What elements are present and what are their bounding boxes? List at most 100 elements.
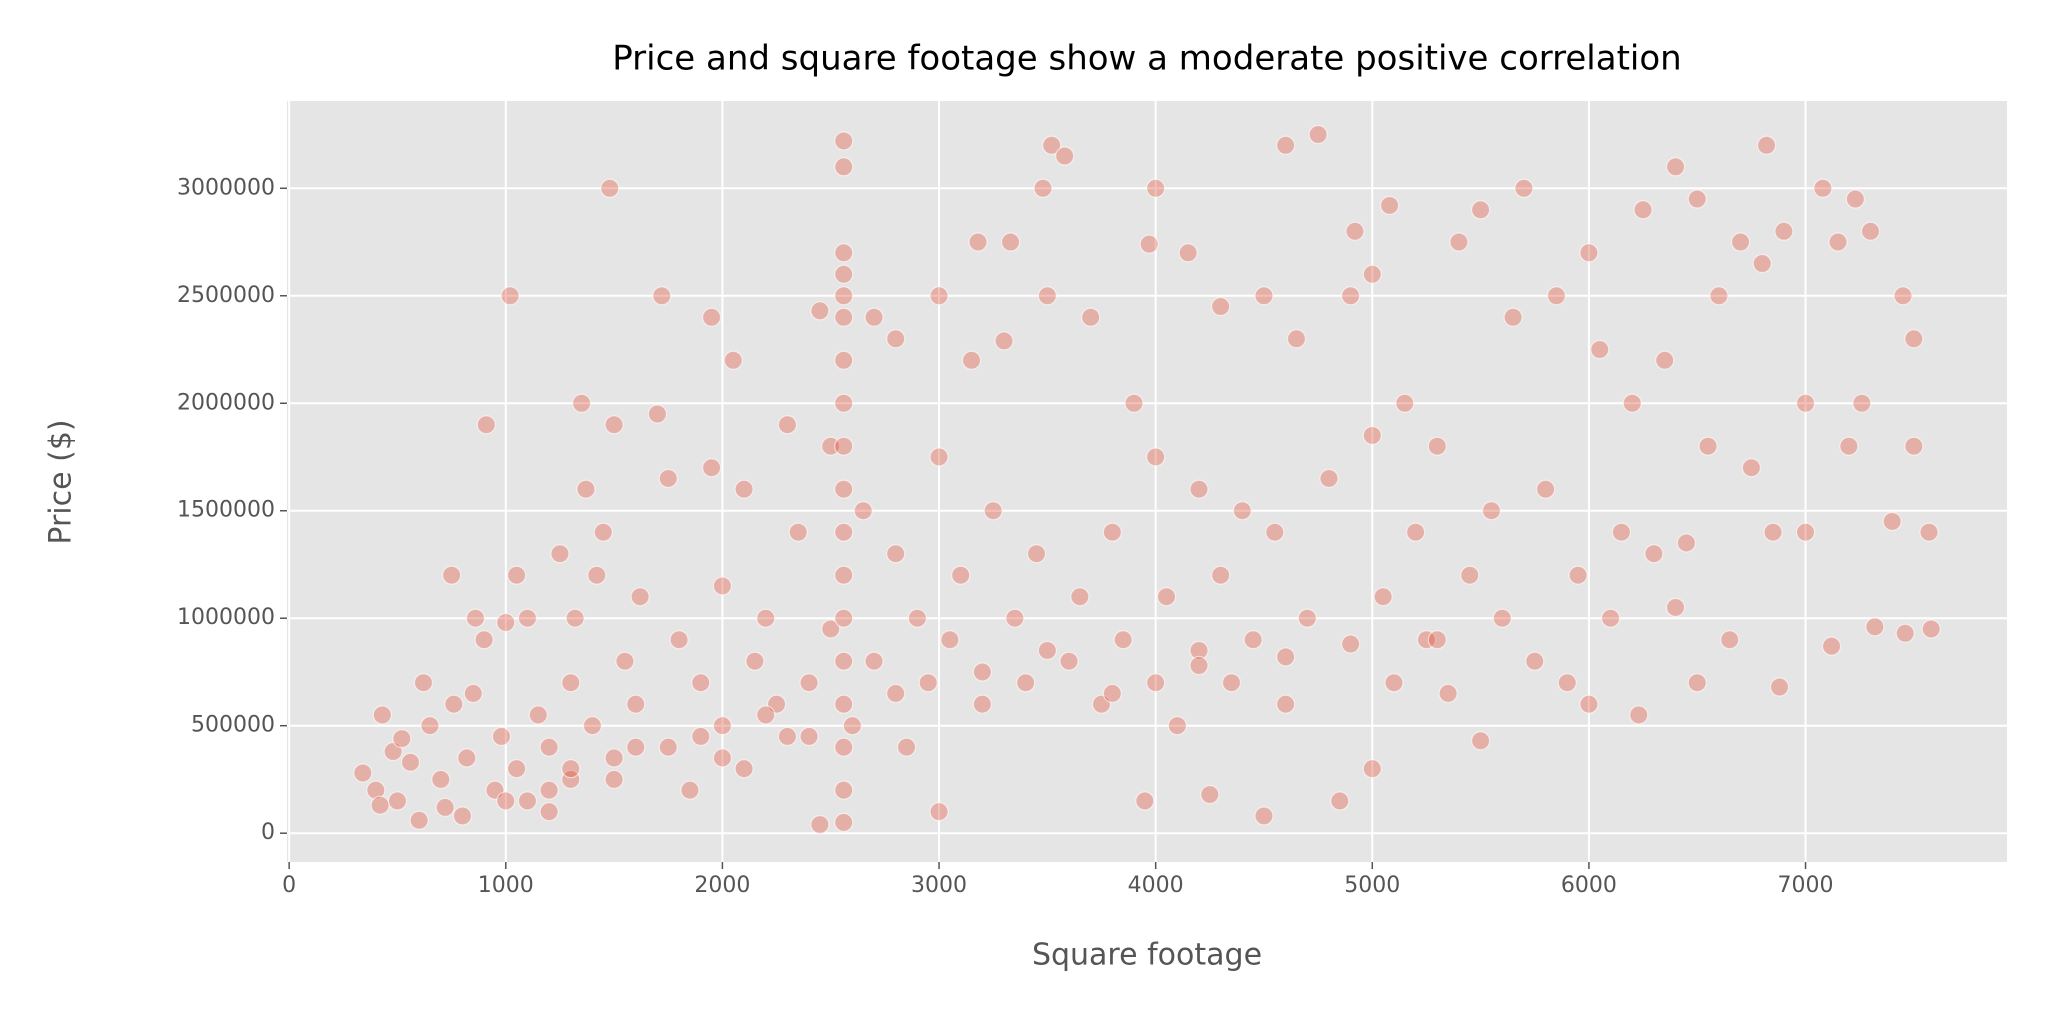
point [842,716,862,736]
point [604,769,624,790]
point [1395,393,1415,413]
point [507,759,527,779]
point [550,544,570,564]
point [604,748,624,768]
point [777,726,798,747]
point [1525,651,1545,671]
point [1676,533,1696,553]
x-tick-label: 3000 [911,873,967,898]
point [1373,587,1393,607]
point [353,763,373,783]
point [918,673,938,693]
point [834,243,854,263]
point [1037,286,1057,306]
point [834,812,854,833]
point [465,608,486,628]
point [1579,243,1599,263]
point [1380,195,1400,216]
point [1189,655,1209,676]
point [669,630,689,650]
point [1763,522,1783,542]
point [387,791,408,811]
point [1319,468,1339,489]
point [951,565,971,585]
point [1698,436,1718,456]
point [777,415,798,435]
point [1146,673,1166,693]
point [1795,393,1816,413]
point [1254,286,1274,306]
point [1449,232,1469,252]
point [994,331,1014,351]
point [1276,694,1296,714]
point [652,286,672,306]
point [1276,647,1296,667]
point [1416,630,1437,650]
point [1769,677,1790,697]
point [680,780,700,800]
point [528,705,548,725]
point [604,415,624,435]
point [565,608,585,628]
point [788,522,808,542]
point [1156,587,1177,607]
point [1882,511,1902,532]
point [1730,232,1751,252]
point [1330,791,1350,811]
point [442,565,462,585]
point [929,286,949,306]
point [582,716,603,736]
point [929,802,949,822]
point [420,716,440,736]
point [1471,731,1491,751]
point [587,565,607,585]
point [1795,522,1816,542]
chart-title: Price and square footage show a moderate… [612,39,1681,79]
point [463,683,483,704]
point [756,608,776,628]
point [539,737,559,757]
point [1590,339,1610,360]
y-tick-label: 2500000 [177,283,275,308]
point [1557,673,1577,693]
point [723,350,743,370]
points [353,124,1941,835]
point [1845,189,1865,209]
point [1146,447,1166,467]
point [1211,296,1231,317]
point [691,673,711,693]
point [1427,630,1447,650]
y-tick-label: 500000 [191,713,275,738]
x-tick-label: 6000 [1561,873,1617,898]
point [834,608,854,628]
point [1813,178,1833,198]
point [834,286,854,306]
point [834,131,854,151]
point [561,759,581,779]
point [431,769,451,790]
point [413,673,434,693]
point [1055,146,1075,166]
y-tick-label: 2000000 [177,390,275,415]
point [496,791,516,811]
x-tick-label: 7000 [1778,873,1834,898]
point [1102,522,1122,542]
point [1254,806,1274,826]
point [1211,565,1231,585]
point [1481,501,1502,521]
point [1633,200,1653,220]
point [1297,608,1317,628]
point [1243,630,1263,650]
x-tick-label: 4000 [1128,873,1184,898]
point [561,769,581,790]
point [1000,232,1021,252]
ticks: 0 1000 2000 3000 4000 5000 6000 7000 0 500000 1000… [177,175,1834,898]
point [1774,221,1794,241]
point [1460,565,1480,585]
point [658,737,678,757]
point [1016,673,1036,693]
point [1852,393,1872,413]
point [1893,286,1913,306]
point [1568,565,1588,585]
